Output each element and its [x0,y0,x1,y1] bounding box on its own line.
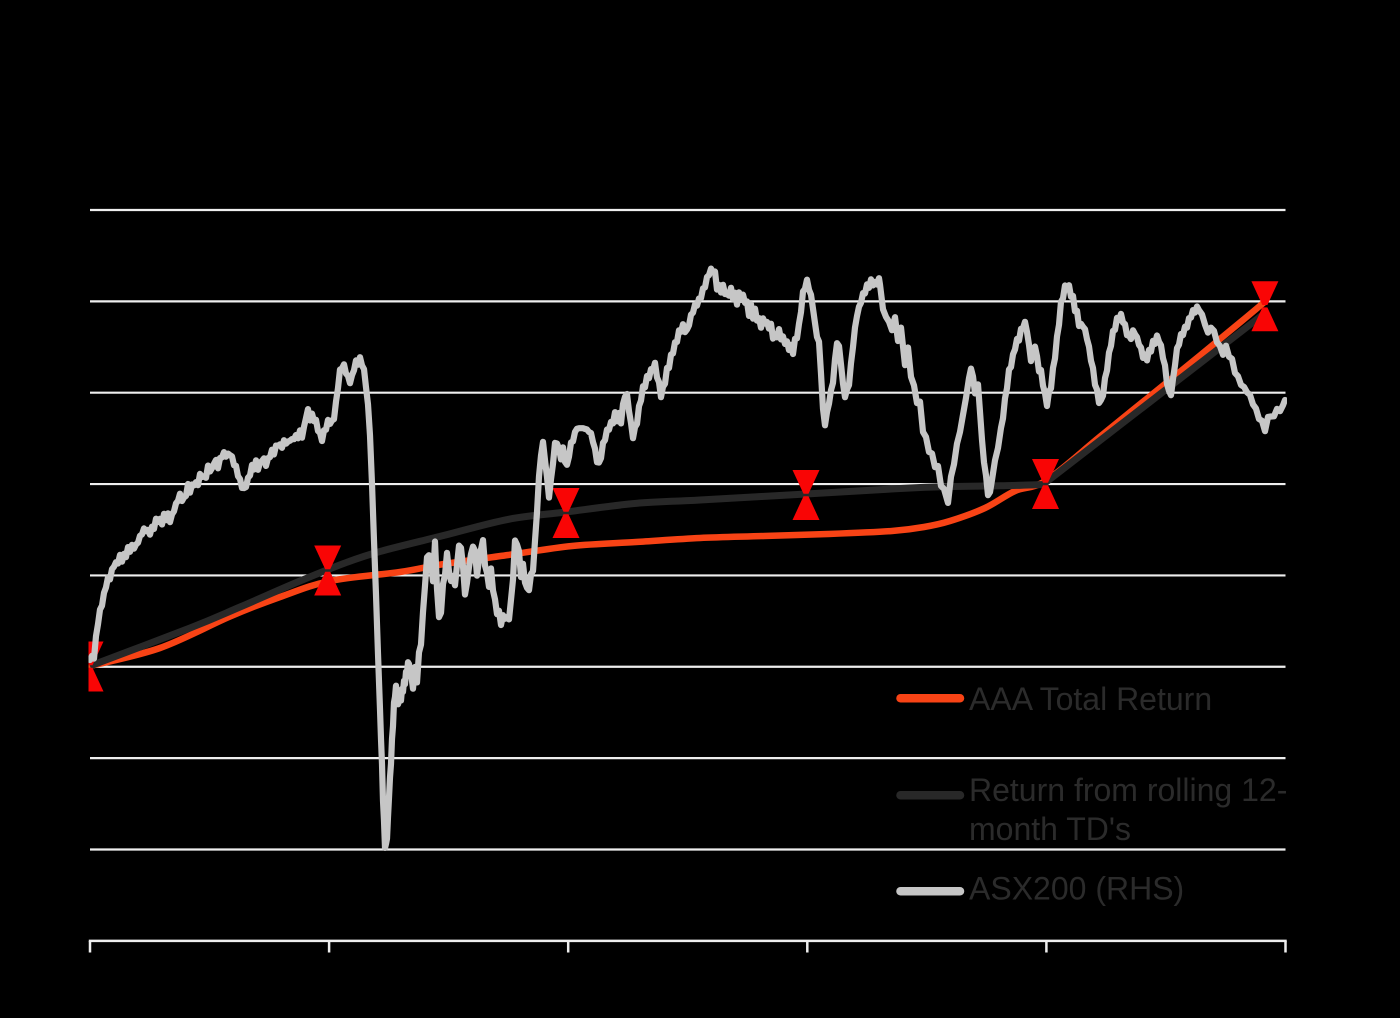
svg-text:AAA Total Return: AAA Total Return [969,681,1212,717]
svg-text:month TD's: month TD's [969,811,1131,847]
svg-text:Return from rolling 12-: Return from rolling 12- [969,772,1287,808]
svg-text:ASX200 (RHS): ASX200 (RHS) [969,871,1184,907]
